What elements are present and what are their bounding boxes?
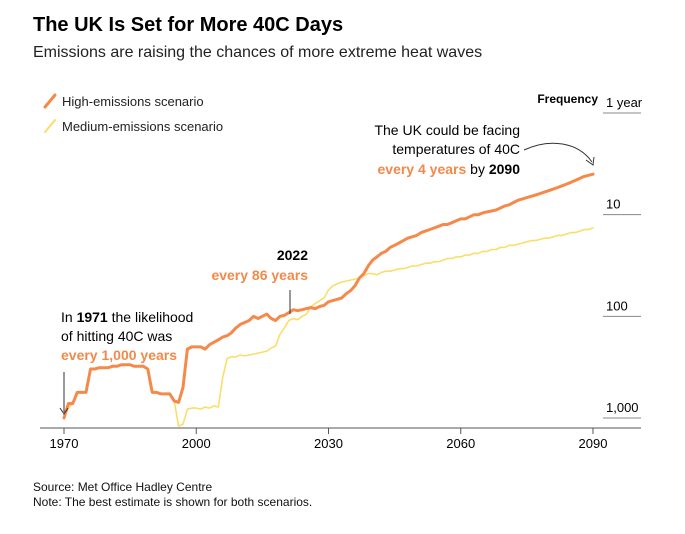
legend: High-emissions scenario Medium-emissions… <box>43 93 223 134</box>
series-high-emissions <box>62 172 595 420</box>
annotation-1971-line2: of hitting 40C was <box>61 328 172 344</box>
annotation-1971: In 1971 the likelihood of hitting 40C wa… <box>59 309 193 415</box>
legend-high-swatch <box>43 93 57 109</box>
annotation-2022-frequency: every 86 years <box>211 267 308 283</box>
legend-medium-label: Medium-emissions scenario <box>62 119 223 134</box>
annotation-2090: The UK could be facing temperatures of 4… <box>374 122 595 177</box>
legend-high-label: High-emissions scenario <box>62 94 204 109</box>
y-tick-label: 1 year <box>606 95 643 110</box>
legend-medium-swatch <box>44 119 56 133</box>
y-gridlines <box>603 112 641 419</box>
y-axis-title: Frequency <box>537 92 598 106</box>
y-tick-label: 100 <box>606 298 628 313</box>
x-tick-label: 2090 <box>579 436 608 451</box>
annotation-2090-line3: every 4 years by 2090 <box>378 161 521 177</box>
footnote: Note: The best estimate is shown for bot… <box>33 495 313 509</box>
x-tick-label: 2030 <box>314 436 343 451</box>
annotation-1971-line3: every 1,000 years <box>61 347 177 363</box>
y-tick-labels: 1 year 10 100 1,000 <box>606 95 643 415</box>
x-tick-label: 2000 <box>182 436 211 451</box>
series-lines <box>62 172 595 427</box>
annotation-2090-line2: temperatures of 40C <box>392 141 520 157</box>
source-note: Source: Met Office Hadley Centre <box>33 480 213 494</box>
annotation-2022-year: 2022 <box>277 247 308 263</box>
annotation-1971-line1: In 1971 the likelihood <box>61 309 193 325</box>
x-axis: 1970 2000 2030 2060 2090 <box>40 427 641 451</box>
x-tick-label: 2060 <box>446 436 475 451</box>
annotation-2090-line1: The UK could be facing <box>374 122 520 138</box>
annotation-2090-pointer <box>523 142 593 163</box>
annotation-2022: 2022 every 86 years <box>211 247 308 314</box>
annotation-1971-arrowhead <box>59 407 69 415</box>
y-tick-label: 1,000 <box>606 400 639 415</box>
series-medium-emissions <box>63 227 594 427</box>
chart-notes: Source: Met Office Hadley Centre Note: T… <box>33 480 312 510</box>
chart-title: The UK Is Set for More 40C Days <box>33 14 344 36</box>
annotation-2090-arrowhead <box>585 156 595 166</box>
x-tick-label: 1970 <box>50 436 79 451</box>
chart-subtitle: Emissions are raising the chances of mor… <box>33 44 483 61</box>
y-tick-label: 10 <box>606 197 620 212</box>
